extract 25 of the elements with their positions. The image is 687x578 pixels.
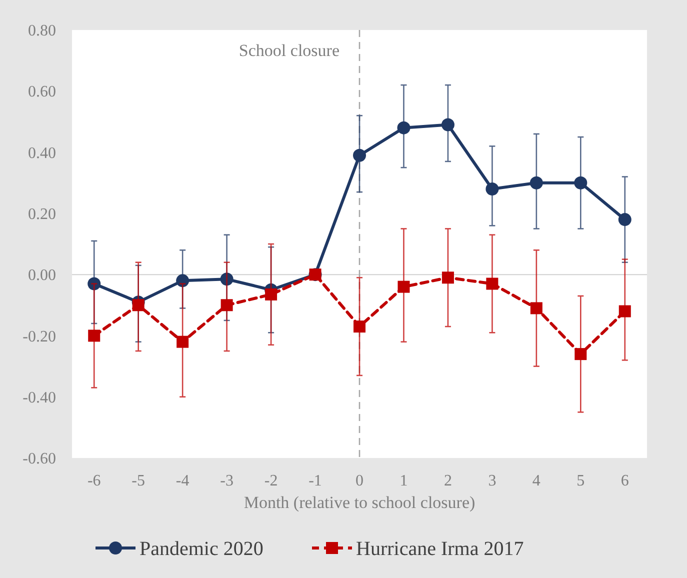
y-tick-label: 0.00: [28, 267, 56, 284]
x-tick-label: 4: [532, 472, 540, 490]
x-tick-label: 2: [444, 472, 452, 490]
x-tick-label: -4: [176, 472, 190, 490]
x-tick-label: -2: [264, 472, 278, 490]
y-tick-label: -0.20: [22, 328, 56, 346]
x-tick-label: 3: [488, 472, 496, 490]
ref-line-label: School closure: [238, 41, 340, 60]
x-tick-label: 1: [400, 472, 408, 490]
x-tick-label: 0: [356, 472, 364, 490]
y-tick-label: -0.60: [22, 450, 56, 468]
y-tick-label: -0.40: [22, 389, 56, 406]
y-tick-label: 0.60: [28, 84, 56, 101]
legend-label: Hurricane Irma 2017: [356, 538, 524, 560]
x-axis-title: Month (relative to school closure): [244, 493, 476, 512]
y-tick-label: 0.80: [28, 22, 56, 40]
x-tick-label: 6: [620, 472, 629, 490]
legend-label: Pandemic 2020: [140, 538, 264, 560]
x-tick-label: -3: [220, 472, 234, 490]
y-tick-label: 0.40: [28, 144, 56, 162]
x-tick-label: -1: [308, 472, 322, 490]
x-tick-label: -5: [132, 472, 146, 490]
x-tick-label: -6: [87, 472, 101, 490]
y-tick-label: 0.20: [28, 206, 56, 224]
x-tick-label: 5: [576, 472, 585, 490]
